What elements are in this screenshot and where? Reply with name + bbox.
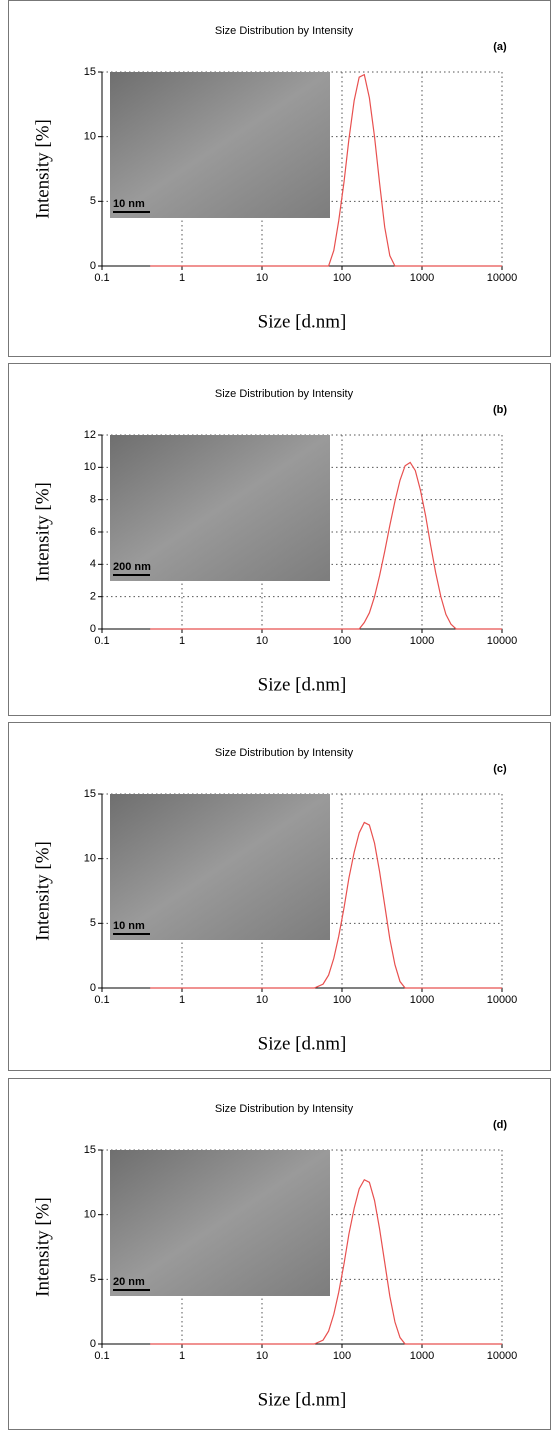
x-tick-label: 10 [256, 1350, 268, 1362]
data-line [150, 821, 502, 989]
x-tick-label: 10 [256, 272, 268, 284]
x-tick-label: 10000 [487, 1350, 518, 1362]
panel-label: (a) [493, 41, 507, 53]
x-tick-label: 1000 [410, 994, 434, 1006]
panel-label: (b) [493, 404, 507, 416]
panel-label: (d) [493, 1119, 507, 1131]
panel: Size Distribution by Intensity (b) 0.1 1 10 1… [8, 363, 551, 716]
inset-scale: 20 nm [113, 1276, 145, 1288]
panel-label: (c) [493, 763, 507, 775]
panel-border [8, 722, 551, 1071]
data-line [150, 73, 502, 267]
y-axis-label: Intensity [%] [32, 841, 53, 941]
y-tick-label: 5 [90, 1273, 96, 1285]
x-tick-label: 1 [179, 635, 185, 647]
x-tick-label: 0.1 [94, 994, 109, 1006]
y-tick-label: 5 [90, 917, 96, 929]
panel: Size Distribution by Intensity (d) 0.1 1 10 1… [8, 1078, 551, 1430]
y-tick-label: 6 [90, 526, 96, 538]
x-axis-label: Size [d.nm] [258, 674, 347, 695]
y-tick-label: 10 [84, 1209, 96, 1221]
chart-title: Size Distribution by Intensity [215, 1103, 354, 1115]
x-axis-label: Size [d.nm] [258, 311, 347, 332]
x-tick-label: 10 [256, 994, 268, 1006]
y-tick-label: 8 [90, 494, 96, 506]
x-tick-label: 10000 [487, 272, 518, 284]
inset-scale: 200 nm [113, 561, 151, 573]
inset-scale: 10 nm [113, 920, 145, 932]
x-tick-label: 0.1 [94, 272, 109, 284]
x-axis-label: Size [d.nm] [258, 1033, 347, 1054]
panel-border [8, 0, 551, 357]
chart-title: Size Distribution by Intensity [215, 388, 354, 400]
x-tick-label: 10000 [487, 994, 518, 1006]
chart-title: Size Distribution by Intensity [215, 25, 354, 37]
y-axis-label: Intensity [%] [32, 1197, 53, 1297]
x-tick-label: 0.1 [94, 635, 109, 647]
x-tick-label: 1 [179, 272, 185, 284]
x-tick-label: 100 [333, 994, 351, 1006]
chart-title: Size Distribution by Intensity [215, 747, 354, 759]
x-tick-label: 1 [179, 994, 185, 1006]
y-axis-label: Intensity [%] [32, 119, 53, 219]
y-tick-label: 12 [84, 429, 96, 441]
y-tick-label: 15 [84, 66, 96, 78]
data-line [150, 461, 502, 630]
y-tick-label: 10 [84, 131, 96, 143]
x-tick-label: 10000 [487, 635, 518, 647]
x-tick-label: 10 [256, 635, 268, 647]
y-tick-label: 10 [84, 853, 96, 865]
y-tick-label: 0 [90, 982, 96, 994]
y-tick-label: 10 [84, 461, 96, 473]
tem-inset [110, 435, 330, 581]
panel-border [8, 363, 551, 716]
y-tick-label: 0 [90, 1338, 96, 1350]
x-tick-label: 1000 [410, 272, 434, 284]
y-tick-label: 0 [90, 623, 96, 635]
y-tick-label: 15 [84, 1144, 96, 1156]
y-tick-label: 5 [90, 195, 96, 207]
tem-inset [110, 1150, 330, 1296]
y-axis-label: Intensity [%] [32, 482, 53, 582]
y-tick-label: 4 [90, 558, 96, 570]
data-line [150, 1178, 502, 1345]
y-tick-label: 0 [90, 260, 96, 272]
panel: Size Distribution by Intensity (a) 0.1 1 10 1… [8, 0, 551, 357]
x-tick-label: 100 [333, 1350, 351, 1362]
x-tick-label: 1 [179, 1350, 185, 1362]
y-tick-label: 2 [90, 591, 96, 603]
x-tick-label: 1000 [410, 1350, 434, 1362]
x-tick-label: 100 [333, 635, 351, 647]
x-tick-label: 100 [333, 272, 351, 284]
x-axis-label: Size [d.nm] [258, 1389, 347, 1410]
inset-scale: 10 nm [113, 198, 145, 210]
tem-inset [110, 72, 330, 218]
panel: Size Distribution by Intensity (c) 0.1 1 10 1… [8, 722, 551, 1071]
x-tick-label: 1000 [410, 635, 434, 647]
tem-inset [110, 794, 330, 940]
y-tick-label: 15 [84, 788, 96, 800]
x-tick-label: 0.1 [94, 1350, 109, 1362]
